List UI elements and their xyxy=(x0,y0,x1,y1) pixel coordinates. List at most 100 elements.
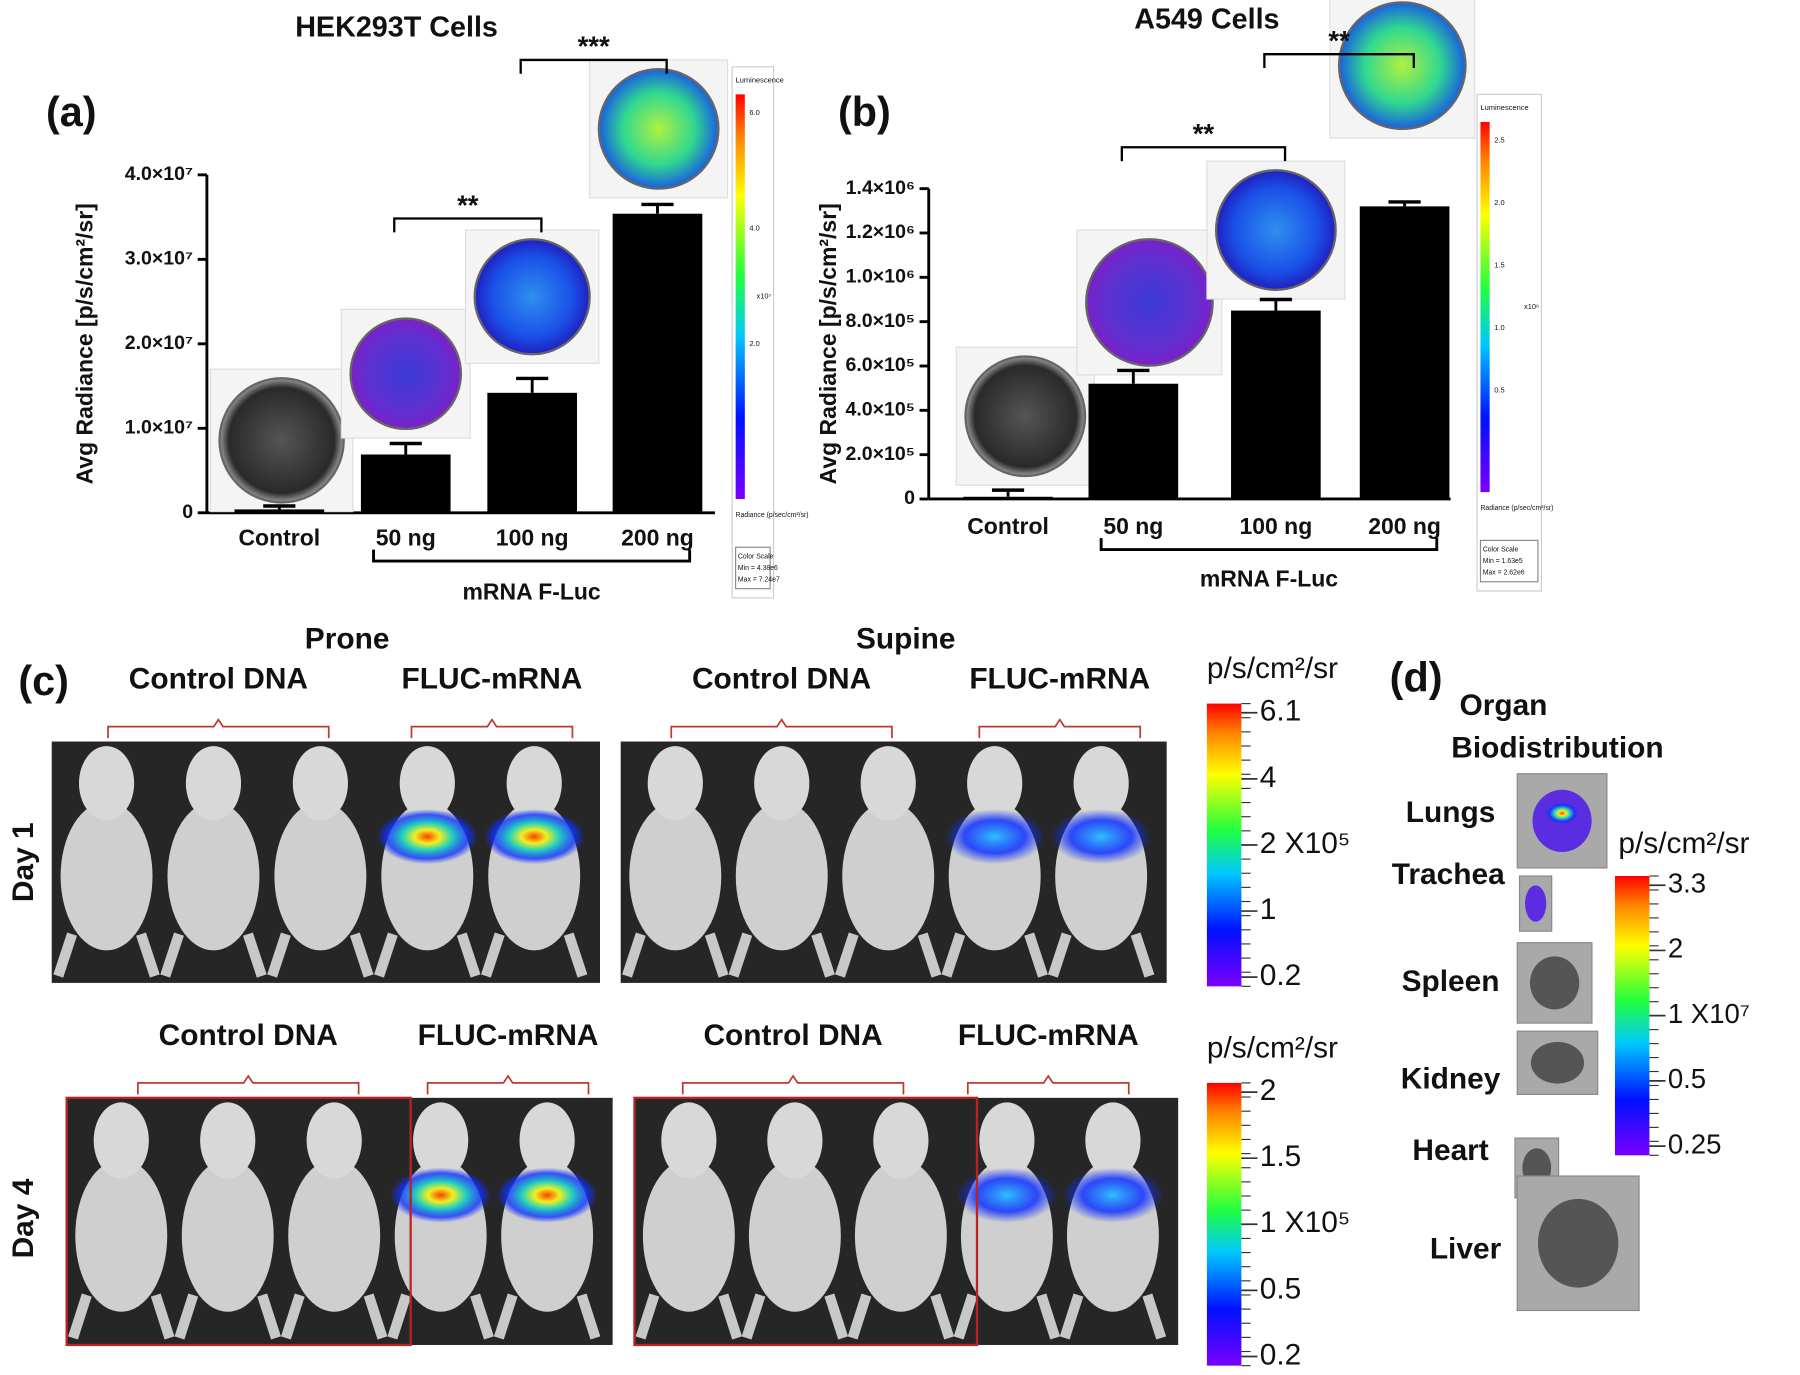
group-brace xyxy=(966,1074,1130,1095)
inset-scale-box xyxy=(1479,539,1539,583)
mouse-body xyxy=(75,1159,168,1312)
mouse-body xyxy=(274,801,367,951)
mouse-legs xyxy=(1059,1293,1167,1340)
y-tick-label: 0 xyxy=(182,501,193,523)
inset-colorbar xyxy=(1480,121,1490,493)
luminescence xyxy=(390,1167,492,1223)
inset-scale: Color Scale xyxy=(1483,546,1519,553)
group-brace xyxy=(426,1074,590,1095)
x-tick-label: Control xyxy=(238,524,320,550)
bar xyxy=(234,509,325,513)
mouse-legs xyxy=(493,1293,601,1340)
inset-max: Max = 7.24e7 xyxy=(738,576,780,583)
bar xyxy=(1088,383,1179,499)
group-label: FLUC-mRNA xyxy=(418,1019,599,1052)
colorbar-tick-label: 2 xyxy=(1668,933,1683,964)
group-label: Control DNA xyxy=(692,662,871,695)
luminescence xyxy=(1050,809,1152,865)
mouse-legs xyxy=(941,932,1048,978)
colorbar-unit: p/s/cm²/sr xyxy=(1207,652,1338,685)
colorbar-tick-label: 0.25 xyxy=(1668,1128,1722,1159)
mouse-head xyxy=(185,746,242,821)
mouse-head xyxy=(767,1102,823,1179)
chart-title: HEK293T Cells xyxy=(295,11,498,43)
inset-min: Min = 4.38e6 xyxy=(738,565,778,572)
day-label: Day 4 xyxy=(7,1178,40,1258)
panel-label: (a) xyxy=(46,89,97,135)
inset-tick-label: 6.0 xyxy=(749,108,759,117)
mouse-head xyxy=(1073,746,1129,821)
inset-max: Max = 2.62e6 xyxy=(1483,569,1525,576)
x-tick-label: 100 ng xyxy=(496,524,569,550)
luminescence xyxy=(483,809,585,865)
group-label: mRNA F-Luc xyxy=(462,578,600,604)
colorbar-tick-label: 0.2 xyxy=(1260,959,1302,992)
panel-title: Biodistribution xyxy=(1451,731,1663,764)
significance-bracket xyxy=(519,58,668,74)
group-label: Control DNA xyxy=(703,1019,882,1052)
group-label: Control DNA xyxy=(129,662,308,695)
mouse-body xyxy=(181,1159,274,1312)
significance-bracket xyxy=(1263,53,1415,68)
colorbar-unit: p/s/cm²/sr xyxy=(1618,827,1749,860)
chart-title: A549 Cells xyxy=(1134,3,1279,35)
mouse-legs xyxy=(53,932,160,978)
mouse-body xyxy=(642,1159,735,1312)
mouse-head xyxy=(399,746,455,821)
inset-colorbar xyxy=(735,94,745,499)
mouse-body xyxy=(60,801,153,951)
colorbar-tick-label: 0.5 xyxy=(1260,1272,1302,1305)
inset-tick-label: 4.0 xyxy=(749,223,759,232)
significance-label: ** xyxy=(1328,25,1350,56)
organ-label: Liver xyxy=(1430,1233,1502,1266)
inset-tick-label: 0.5 xyxy=(1494,385,1504,394)
view-label: Supine xyxy=(856,622,956,655)
mouse-body xyxy=(735,801,828,951)
organ-label: Heart xyxy=(1412,1134,1488,1167)
mouse-head xyxy=(1085,1102,1141,1179)
colorbar-tick-label: 2 X10⁵ xyxy=(1260,827,1350,860)
organ-label: Lungs xyxy=(1406,796,1496,829)
control-frame xyxy=(633,1096,979,1347)
inset-title: Luminescence xyxy=(1480,103,1528,112)
group-brace xyxy=(670,718,893,739)
mouse-legs xyxy=(622,932,729,978)
inset-tick-label: 2.0 xyxy=(749,339,759,348)
mouse-head xyxy=(93,1102,149,1179)
dish-image xyxy=(1337,1,1467,131)
x-tick-label: 50 ng xyxy=(1103,513,1163,539)
group-label: FLUC-mRNA xyxy=(402,662,583,695)
mouse-head xyxy=(78,746,135,821)
significance-bracket xyxy=(1120,146,1287,162)
luminescence xyxy=(496,1167,598,1223)
dish-image xyxy=(218,377,345,504)
mouse-legs xyxy=(267,932,374,978)
y-tick-label: 2.0×10⁵ xyxy=(845,443,914,465)
y-tick-label: 4.0×10⁷ xyxy=(125,163,193,185)
y-axis-label: Avg Radiance [p/s/cm²/sr] xyxy=(815,203,841,484)
dish-image xyxy=(597,67,720,190)
bar xyxy=(487,392,578,513)
y-tick-label: 1.0×10⁶ xyxy=(846,265,915,287)
colorbar xyxy=(1614,876,1650,1156)
organ-shape xyxy=(1529,956,1580,1010)
inset-title: Luminescence xyxy=(736,76,784,85)
bar xyxy=(612,213,703,513)
colorbar-tick-label: 3.3 xyxy=(1668,867,1706,898)
significance-label: ** xyxy=(1193,118,1215,149)
view-label: Prone xyxy=(305,622,390,655)
mouse-head xyxy=(860,746,916,821)
inset-tick-label: 1.5 xyxy=(1494,260,1504,269)
colorbar-tick-label: 1.5 xyxy=(1260,1140,1302,1173)
mouse-legs xyxy=(835,932,942,978)
mouse-head xyxy=(200,1102,256,1179)
y-tick-label: 1.2×10⁶ xyxy=(846,221,915,243)
inset-scale: Color Scale xyxy=(738,553,774,560)
y-axis-label: Avg Radiance [p/s/cm²/sr] xyxy=(71,203,97,484)
mouse-legs xyxy=(847,1293,955,1340)
colorbar xyxy=(1206,703,1242,987)
colorbar-tick-label: 4 xyxy=(1260,761,1277,794)
mouse-head xyxy=(306,1102,362,1179)
inset-unit: x10⁶ xyxy=(1524,302,1539,311)
organ-label: Spleen xyxy=(1402,965,1500,998)
